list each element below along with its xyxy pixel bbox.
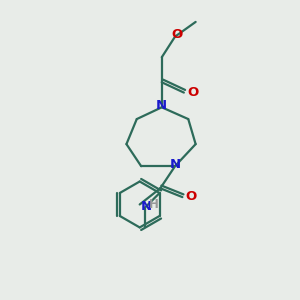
Text: O: O <box>185 190 196 203</box>
Text: O: O <box>172 28 183 41</box>
Text: N: N <box>169 158 181 171</box>
Text: N: N <box>156 99 167 112</box>
Text: H: H <box>149 198 159 211</box>
Text: O: O <box>187 86 198 99</box>
Text: N: N <box>141 200 152 213</box>
